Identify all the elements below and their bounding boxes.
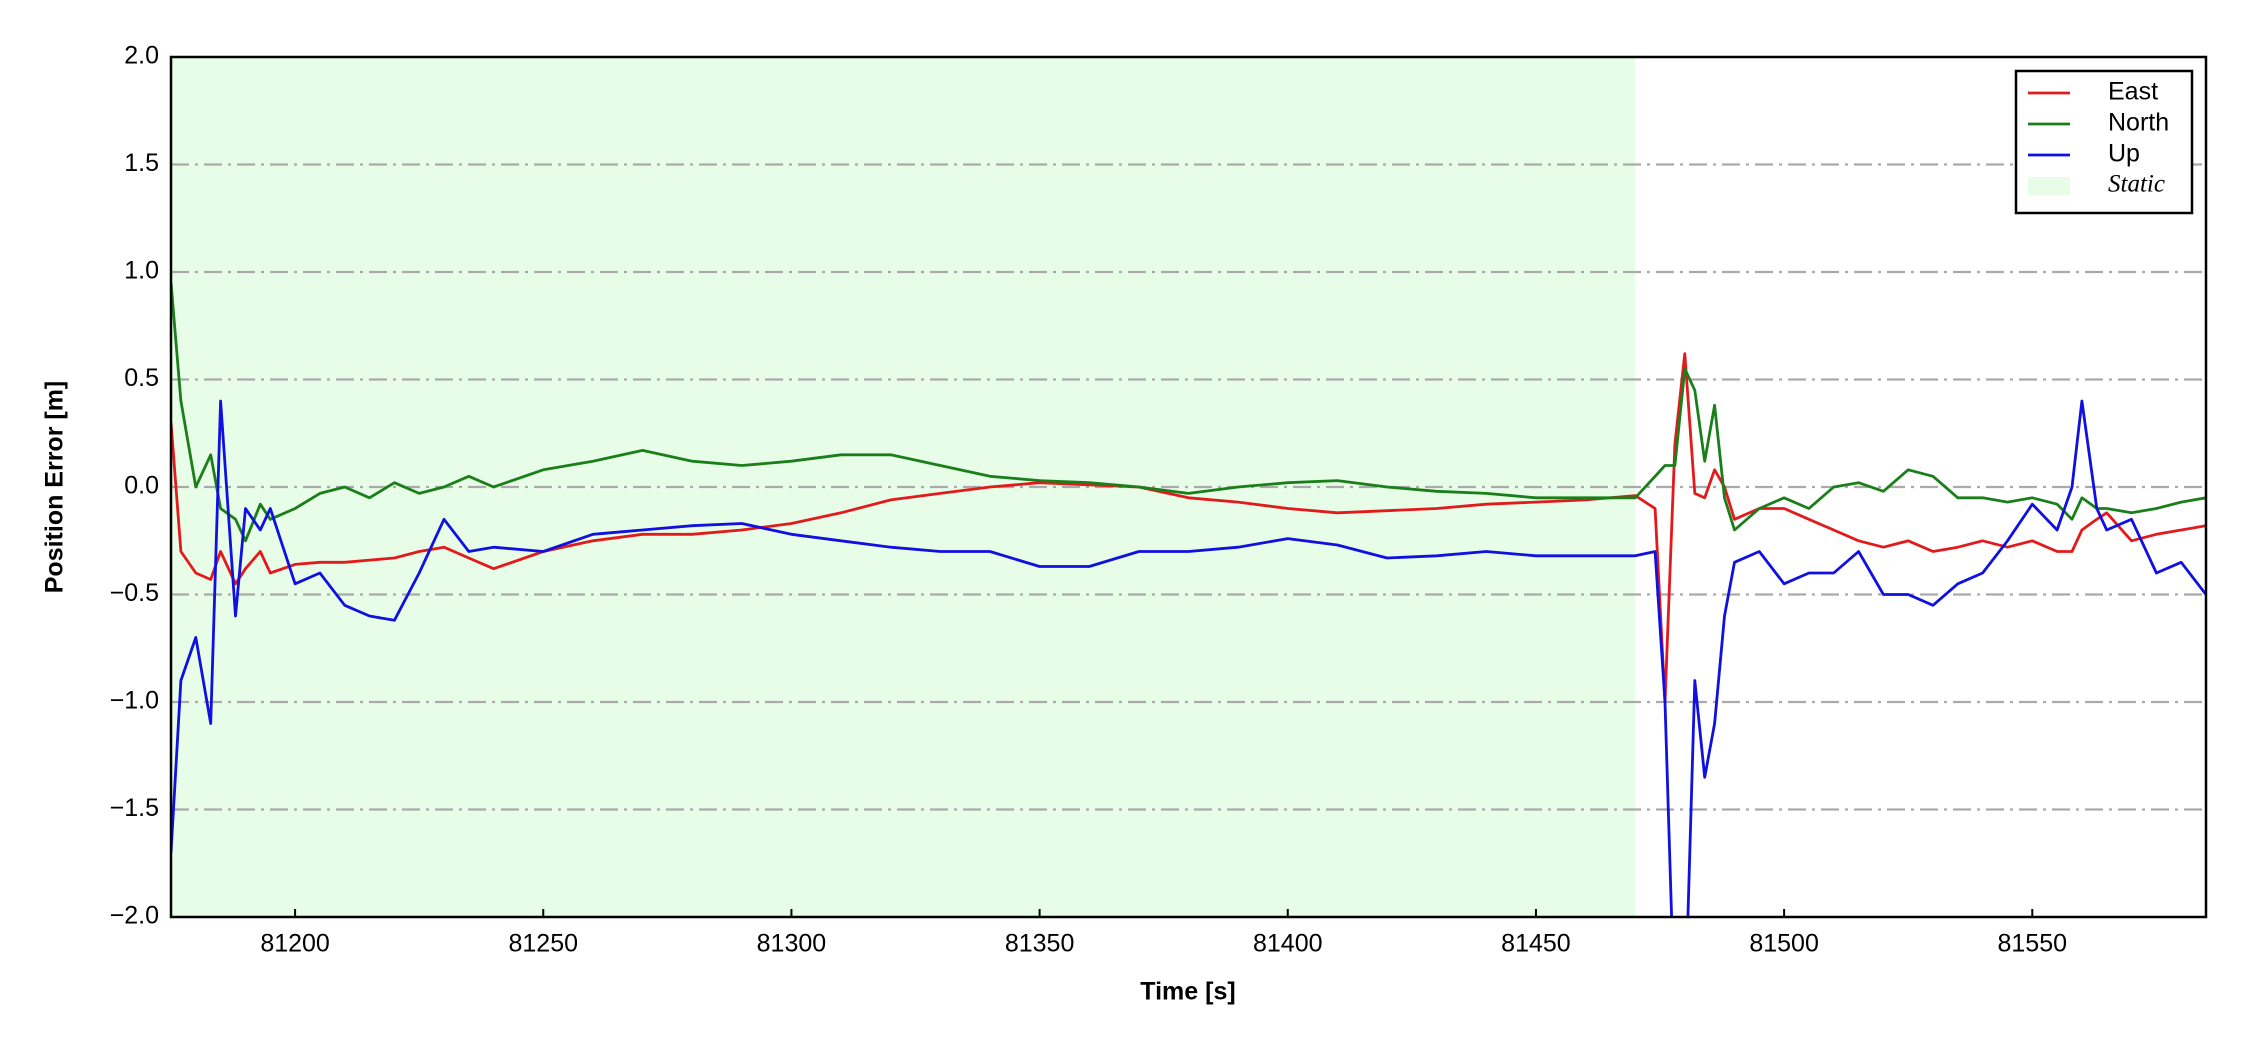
y-tick-label: −1.0 xyxy=(110,687,159,715)
plot-frame xyxy=(169,55,2208,919)
series-line xyxy=(171,352,2206,704)
y-tick-label: −1.5 xyxy=(110,794,159,822)
y-tick-label: 0.0 xyxy=(124,472,159,500)
x-tick-label: 81350 xyxy=(1005,930,1075,958)
legend-label: Up xyxy=(2108,140,2140,168)
series-line xyxy=(171,282,2206,543)
x-tick-label: 81450 xyxy=(1501,930,1571,958)
legend-label: Static xyxy=(2108,171,2165,198)
y-tick-label: −0.5 xyxy=(110,579,159,607)
legend-label: North xyxy=(2108,109,2169,137)
y-tick-label: −2.0 xyxy=(110,902,159,930)
y-tick-label: 1.0 xyxy=(124,257,159,285)
y-tick-label: 0.5 xyxy=(124,364,159,392)
x-tick-label: 81500 xyxy=(1749,930,1819,958)
x-tick-label: 81250 xyxy=(508,930,578,958)
plot-lines xyxy=(171,282,2206,917)
legend-label: East xyxy=(2108,78,2158,106)
y-tick-label: 2.0 xyxy=(124,42,159,70)
x-axis-label: Time [s] xyxy=(1140,978,1235,1006)
x-tick-label: 81550 xyxy=(1998,930,2068,958)
y-axis-label: Position Error [m] xyxy=(41,381,69,594)
y-tick-label: 1.5 xyxy=(124,149,159,177)
series-line xyxy=(171,399,2206,917)
x-tick-label: 81400 xyxy=(1253,930,1323,958)
legend-swatch xyxy=(2028,177,2070,195)
x-tick-label: 81300 xyxy=(757,930,827,958)
x-tick-label: 81200 xyxy=(260,930,330,958)
